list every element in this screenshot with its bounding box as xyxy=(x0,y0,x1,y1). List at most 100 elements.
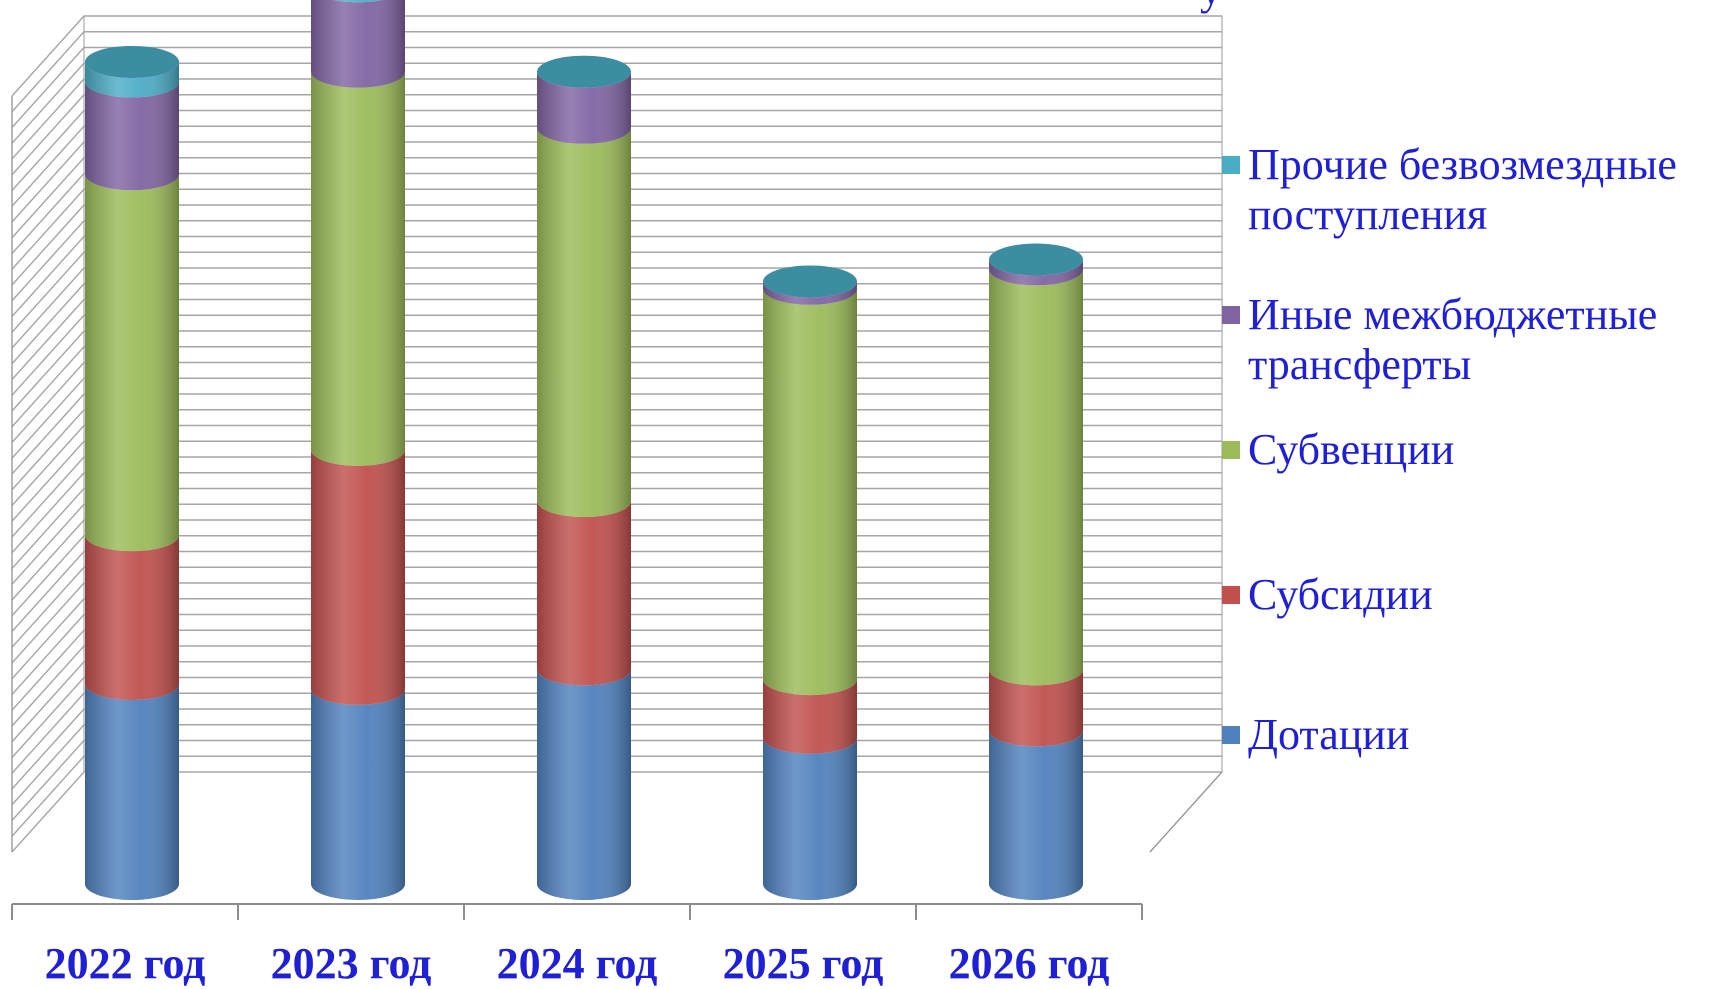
bar-top-cap-shade xyxy=(989,243,1083,276)
gridline-side xyxy=(11,330,85,412)
bar-segment-shading xyxy=(763,737,857,900)
legend-item: Субсидии xyxy=(1222,570,1718,620)
bar-segment-shading xyxy=(84,81,179,191)
gridline-side xyxy=(11,409,85,491)
gridline-side xyxy=(11,62,85,144)
x-axis-label: 2025 год xyxy=(722,939,884,988)
bar-segment-shading xyxy=(311,0,405,88)
legend-swatch xyxy=(1222,156,1240,174)
bar-top-cap-shade xyxy=(85,45,179,78)
gridline-side xyxy=(11,220,85,302)
bar-stack-1 xyxy=(84,45,179,900)
gridline-side xyxy=(11,393,85,475)
legend-label: Субсидии xyxy=(1248,570,1433,619)
gridline-side xyxy=(11,645,85,727)
floor-edge-right xyxy=(1149,771,1223,853)
legend-swatch xyxy=(1222,441,1240,459)
gridline-side xyxy=(11,677,85,758)
bar-segment-shading xyxy=(84,174,179,552)
bar-segment-shading xyxy=(333,0,383,3)
bar-segment-shading xyxy=(537,669,631,900)
bar-stack-4 xyxy=(763,265,857,900)
gridline-side xyxy=(11,251,85,333)
legend-label: Иные межбюджетные трансферты xyxy=(1248,290,1658,389)
bar-top-cap-shade xyxy=(537,55,631,88)
gridline-side xyxy=(11,708,85,790)
bar-segment-shading xyxy=(763,288,857,696)
gridline-side xyxy=(11,78,85,160)
gridline-side xyxy=(11,15,85,97)
legend-swatch xyxy=(1222,306,1240,324)
gridline-side xyxy=(11,440,85,522)
x-axis-label: 2022 год xyxy=(44,939,206,988)
chart-axes xyxy=(11,903,1143,920)
bar-segment-shading xyxy=(84,535,179,700)
x-axis-label: 2024 год xyxy=(496,939,658,988)
gridline-side xyxy=(11,535,85,617)
gridline-side xyxy=(11,362,85,443)
legend-item: Дотации xyxy=(1222,710,1718,760)
gridline-side xyxy=(11,173,85,254)
bar-segment-shading xyxy=(84,683,179,900)
gridline-side xyxy=(11,314,85,396)
bar-segment-shading xyxy=(311,71,405,466)
gridline-side xyxy=(11,519,85,601)
bar-segment-shading xyxy=(537,501,631,686)
legend-swatch xyxy=(1222,586,1240,604)
bar-top-cap-shade xyxy=(763,265,857,298)
gridline-side xyxy=(11,503,85,585)
gridline-side xyxy=(11,31,85,113)
gridline-side xyxy=(11,267,85,349)
gridline-side xyxy=(11,47,85,128)
legend-swatch xyxy=(1222,726,1240,744)
gridline-side xyxy=(11,377,85,459)
gridline-side xyxy=(11,204,85,286)
bar-segment-shading xyxy=(763,679,857,754)
legend-item: Иные межбюджетные трансферты xyxy=(1222,290,1718,390)
bar-segment-shading xyxy=(537,71,631,144)
bar-top-cap xyxy=(537,55,631,88)
legend-label: Дотации xyxy=(1248,710,1410,759)
gridline-side xyxy=(11,236,85,317)
gridline-side xyxy=(11,661,85,743)
bar-segment-shading xyxy=(989,259,1083,286)
gridline-side xyxy=(11,425,85,506)
gridline-side xyxy=(11,755,85,837)
gridline-side xyxy=(11,125,85,207)
gridline-side xyxy=(11,551,85,632)
gridline-side xyxy=(11,157,85,239)
gridline-side xyxy=(11,740,85,821)
gridline-side xyxy=(11,94,85,176)
gridline-side xyxy=(11,346,85,428)
gridline-side xyxy=(11,614,85,695)
bar-top-cap xyxy=(85,45,179,78)
gridline-side xyxy=(11,456,85,538)
bar-segment-shading xyxy=(84,61,179,98)
bar-segment-shading xyxy=(763,281,857,305)
gridline-side xyxy=(11,188,85,270)
gridline-side xyxy=(11,299,85,380)
gridline-side xyxy=(11,629,85,711)
bar-top-cap xyxy=(763,265,857,298)
legend-label: Прочие безвозмездные поступления xyxy=(1248,140,1677,239)
bar-segment-shading xyxy=(989,669,1083,747)
bar-stack-2 xyxy=(311,0,405,900)
gridline-side xyxy=(11,110,85,191)
legend-item: Прочие безвозмездные поступления xyxy=(1222,140,1718,240)
bar-stack-3 xyxy=(537,55,631,900)
x-axis-label: 2023 год xyxy=(270,939,432,988)
gridline-side xyxy=(11,566,85,648)
bar-stack-5 xyxy=(989,243,1083,900)
chart-bars xyxy=(84,0,1083,900)
bar-segment-shading xyxy=(989,730,1083,900)
gridline-side xyxy=(11,472,85,554)
bar-top-cap xyxy=(989,243,1083,276)
bar-segment-shading xyxy=(311,688,405,900)
gridline-side xyxy=(11,724,85,806)
legend-item: Субвенции xyxy=(1222,425,1718,475)
gridline-side xyxy=(11,283,85,365)
gridline-side xyxy=(11,488,85,569)
bar-segment-shading xyxy=(537,127,631,518)
gridline-side xyxy=(11,582,85,664)
